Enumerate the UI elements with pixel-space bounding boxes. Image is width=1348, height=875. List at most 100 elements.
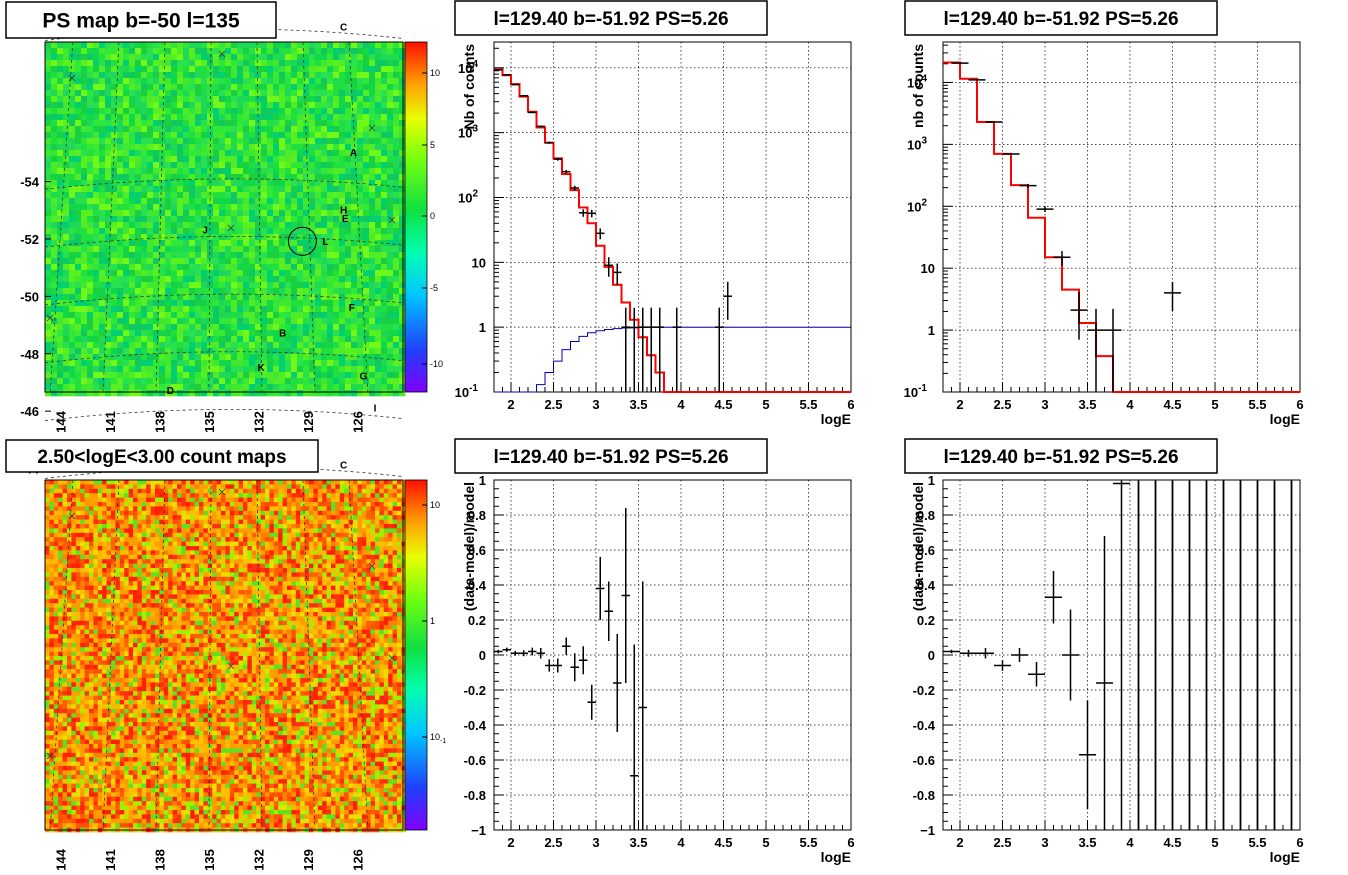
heatmap-cell <box>195 270 201 276</box>
heatmap-cell <box>102 520 107 525</box>
heatmap-cell <box>309 54 315 60</box>
heatmap-cell <box>237 156 243 162</box>
heatmap-cell <box>219 90 225 96</box>
heatmap-cell <box>153 276 159 282</box>
heatmap-cell <box>303 120 309 126</box>
heatmap-cell <box>387 234 393 240</box>
heatmap-cell <box>219 216 225 222</box>
heatmap-cell <box>243 102 249 108</box>
heatmap-cell <box>123 90 129 96</box>
heatmap-cell <box>379 484 384 489</box>
heatmap-cell <box>201 300 207 306</box>
heatmap-cell <box>69 264 75 270</box>
heatmap-cell <box>181 511 186 516</box>
heatmap-cell <box>261 484 266 489</box>
heatmap-cell <box>85 506 90 511</box>
heatmap-cell <box>190 537 195 542</box>
heatmap-cell <box>63 348 69 354</box>
heatmap-cell <box>237 264 243 270</box>
heatmap-cell <box>81 378 87 384</box>
heatmap-cell <box>183 114 189 120</box>
heatmap-cell <box>379 542 384 547</box>
heatmap-cell <box>339 102 345 108</box>
heatmap-cell <box>315 156 321 162</box>
heatmap-cell <box>375 288 381 294</box>
heatmap-cell <box>89 524 94 529</box>
heatmap-cell <box>107 489 112 494</box>
heatmap-cell <box>339 168 345 174</box>
heatmap-cell <box>190 484 195 489</box>
heatmap-cell <box>75 390 81 396</box>
heatmap-cell <box>141 186 147 192</box>
heatmap-cell <box>313 506 318 511</box>
heatmap-cell <box>177 114 183 120</box>
heatmap-cell <box>51 192 57 198</box>
heatmap-cell <box>135 156 141 162</box>
heatmap-cell <box>159 390 165 396</box>
heatmap-cell <box>279 114 285 120</box>
heatmap-cell <box>199 506 204 511</box>
heatmap-cell <box>345 234 351 240</box>
heatmap-cell <box>309 276 315 282</box>
heatmap-cell <box>303 162 309 168</box>
heatmap-cell <box>105 372 111 378</box>
heatmap-cell <box>213 216 219 222</box>
heatmap-cell <box>357 550 362 555</box>
heatmap-cell <box>212 484 217 489</box>
heatmap-cell <box>137 515 142 520</box>
heatmap-cell <box>99 96 105 102</box>
heatmap-cell <box>231 318 237 324</box>
heatmap-cell <box>351 66 357 72</box>
heatmap-cell <box>141 282 147 288</box>
heatmap-cell <box>45 533 50 538</box>
heatmap-cell <box>261 132 267 138</box>
heatmap-cell <box>85 537 90 542</box>
heatmap-cell <box>51 204 57 210</box>
heatmap-cell <box>247 550 252 555</box>
heatmap-cell <box>219 168 225 174</box>
heatmap-cell <box>107 506 112 511</box>
heatmap-cell <box>190 489 195 494</box>
heatmap-cell <box>123 216 129 222</box>
heatmap-cell <box>75 384 81 390</box>
heatmap-cell <box>93 72 99 78</box>
heatmap-cell <box>51 126 57 132</box>
heatmap-cell <box>213 318 219 324</box>
heatmap-cell <box>45 210 51 216</box>
heatmap-cell <box>213 126 219 132</box>
heatmap-cell <box>249 324 255 330</box>
heatmap-cell <box>237 120 243 126</box>
heatmap-cell <box>279 168 285 174</box>
heatmap-cell <box>159 515 164 520</box>
heatmap-cell <box>177 240 183 246</box>
heatmap-cell <box>291 480 296 485</box>
heatmap-cell <box>45 162 51 168</box>
heatmap-cell <box>171 120 177 126</box>
heatmap-cell <box>375 294 381 300</box>
heatmap-cell <box>120 511 125 516</box>
heatmap-cell <box>111 120 117 126</box>
heatmap-cell <box>375 550 380 555</box>
heatmap-cell <box>315 336 321 342</box>
heatmap-cell <box>399 132 405 138</box>
heatmap-cell <box>363 204 369 210</box>
heatmap-cell <box>363 84 369 90</box>
heatmap-cell <box>117 150 123 156</box>
heatmap-cell <box>339 270 345 276</box>
heatmap-cell <box>87 156 93 162</box>
heatmap-cell <box>339 348 345 354</box>
heatmap-cell <box>165 312 171 318</box>
heatmap-cell <box>267 192 273 198</box>
heatmap-cell <box>69 300 75 306</box>
x-tick-label: 138 <box>152 411 167 433</box>
heatmap-cell <box>93 264 99 270</box>
heatmap-cell <box>111 114 117 120</box>
heatmap-cell <box>123 312 129 318</box>
heatmap-cell <box>168 511 173 516</box>
heatmap-cell <box>333 168 339 174</box>
heatmap-cell <box>243 384 249 390</box>
heatmap-cell <box>315 330 321 336</box>
heatmap-cell <box>256 550 261 555</box>
heatmap-cell <box>340 502 345 507</box>
heatmap-cell <box>69 360 75 366</box>
